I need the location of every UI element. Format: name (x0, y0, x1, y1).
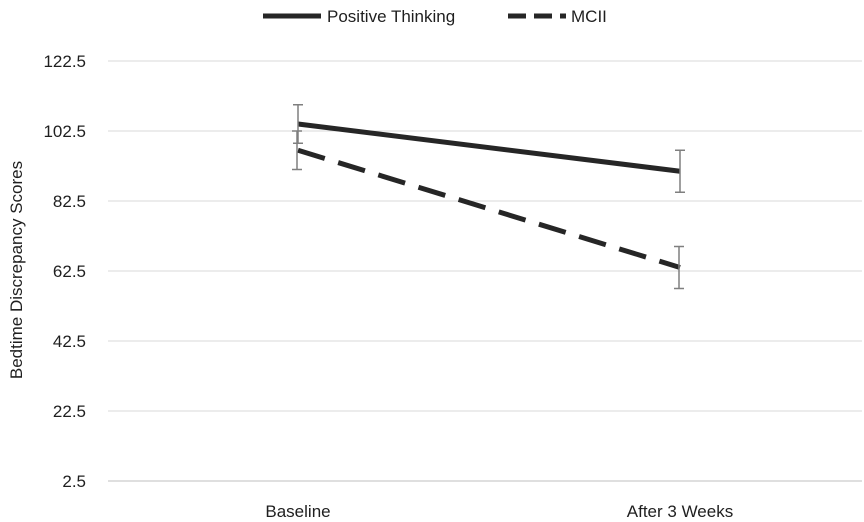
y-tick-label: 82.5 (53, 192, 86, 211)
legend-item: MCII (508, 7, 607, 26)
y-tick-label: 102.5 (43, 122, 86, 141)
y-tick-label: 42.5 (53, 332, 86, 351)
error-bar (674, 245, 684, 290)
error-bar (675, 149, 685, 193)
series-line-positive-thinking (297, 121, 681, 174)
legend-label: MCII (571, 7, 607, 26)
y-tick-label: 2.5 (62, 472, 86, 491)
y-axis-title: Bedtime Discrepancy Scores (7, 161, 26, 379)
x-tick-label: Baseline (265, 502, 330, 521)
error-bar (292, 130, 302, 171)
legend: Positive Thinking MCII (263, 7, 607, 26)
y-tick-label: 62.5 (53, 262, 86, 281)
error-bar (293, 104, 303, 144)
legend-label: Positive Thinking (327, 7, 455, 26)
series-line-mcii (297, 147, 681, 270)
x-tick-label: After 3 Weeks (627, 502, 733, 521)
legend-item: Positive Thinking (263, 7, 455, 26)
y-axis-tick-labels: 122.5 102.5 82.5 62.5 42.5 22.5 2.5 (43, 52, 86, 491)
error-bars (292, 104, 685, 290)
series-lines (297, 121, 681, 270)
gridlines (108, 60, 862, 482)
y-tick-label: 22.5 (53, 402, 86, 421)
x-axis-tick-labels: Baseline After 3 Weeks (265, 502, 733, 521)
y-tick-label: 122.5 (43, 52, 86, 71)
